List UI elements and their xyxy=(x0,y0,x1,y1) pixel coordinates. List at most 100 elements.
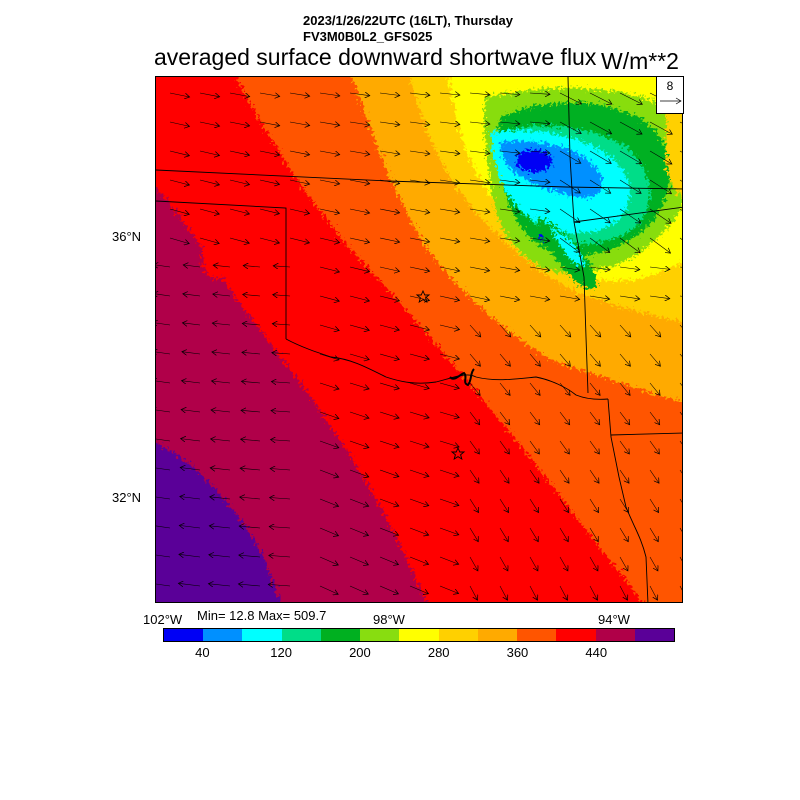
wind-vector xyxy=(649,556,658,571)
wind-vector xyxy=(319,237,340,243)
lon-label-98w: 98°W xyxy=(373,612,405,627)
wind-vector xyxy=(379,237,400,242)
wind-vector xyxy=(559,585,568,600)
wind-vector xyxy=(499,498,509,513)
wind-vector xyxy=(210,497,231,499)
wind-vector xyxy=(409,266,430,271)
wind-vector xyxy=(242,323,261,325)
colorbar-swatch xyxy=(281,629,321,641)
wind-vector xyxy=(379,382,399,389)
wind-vector xyxy=(499,469,509,483)
wind-vector xyxy=(259,121,280,126)
wind-vector xyxy=(409,208,430,213)
wind-vector xyxy=(349,411,369,418)
wind-vector xyxy=(649,267,670,269)
wind-vector xyxy=(349,382,369,389)
wind-vector xyxy=(379,208,400,213)
wind-vector xyxy=(212,352,231,354)
wind-vector xyxy=(619,324,631,337)
wind-vector xyxy=(241,439,261,441)
shortwave-flux-field xyxy=(156,77,682,602)
flux-band-440-480 xyxy=(156,188,426,602)
wind-vector xyxy=(156,496,171,500)
wind-vector xyxy=(182,381,201,383)
wind-vector xyxy=(349,527,369,536)
border-arkansas-louisiana xyxy=(610,432,682,436)
wind-vector xyxy=(349,208,370,213)
wind-vector xyxy=(156,380,171,383)
border-missouri-arkansas-west xyxy=(567,77,589,394)
wind-vector xyxy=(649,324,661,337)
wind-vector xyxy=(619,92,642,104)
wind-vector xyxy=(469,295,490,300)
wind-vector xyxy=(439,585,459,594)
wind-vector xyxy=(269,527,291,529)
wind-vector xyxy=(271,411,291,412)
wind-vector xyxy=(589,267,610,270)
wind-vector xyxy=(349,122,370,125)
wind-vector xyxy=(289,179,310,184)
wind-vector xyxy=(619,382,630,395)
wind-vector xyxy=(349,179,370,184)
wind-vector xyxy=(349,266,370,272)
vector-reference-value: 8 xyxy=(666,79,674,93)
wind-vector xyxy=(529,353,540,366)
wind-vector xyxy=(499,238,520,241)
wind-vector xyxy=(349,469,369,477)
wind-vector xyxy=(679,527,682,532)
wind-vector xyxy=(469,209,490,212)
wind-vector xyxy=(379,93,400,96)
wind-vector xyxy=(199,237,219,243)
wind-vector xyxy=(469,238,490,241)
wind-vector xyxy=(169,179,189,185)
wind-vector xyxy=(409,93,430,95)
wind-vector xyxy=(156,583,171,587)
wind-vector xyxy=(180,497,201,500)
wind-vector xyxy=(589,150,611,164)
wind-vector xyxy=(319,122,340,125)
wind-vector xyxy=(649,411,660,425)
wind-vector xyxy=(649,121,672,134)
wind-vector xyxy=(289,122,310,126)
wind-vector xyxy=(559,324,571,337)
wind-vector xyxy=(619,237,640,253)
wind-vector xyxy=(619,353,630,366)
wind-vector xyxy=(679,469,682,474)
wind-vector xyxy=(156,409,171,412)
map-title: averaged surface downward shortwave flux xyxy=(154,44,597,70)
wind-vector xyxy=(439,237,460,242)
wind-vector xyxy=(273,295,291,296)
wind-vector xyxy=(156,554,171,558)
colorbar-tick-label: 120 xyxy=(270,645,292,660)
wind-vector xyxy=(469,469,479,483)
wind-vector xyxy=(271,382,291,383)
wind-vector xyxy=(199,208,219,214)
wind-vector xyxy=(199,150,220,156)
wind-vector xyxy=(559,382,570,395)
wind-vector xyxy=(409,122,430,125)
colorbar xyxy=(163,628,675,642)
wind-vector xyxy=(439,469,459,476)
wind-vector xyxy=(439,122,460,124)
wind-vector xyxy=(229,179,250,185)
wind-vector xyxy=(589,121,612,134)
wind-vector xyxy=(469,498,479,513)
wind-vector xyxy=(529,498,539,513)
lon-label-94w: 94°W xyxy=(598,612,630,627)
wind-vector xyxy=(469,527,478,542)
wind-vector xyxy=(319,585,338,594)
wind-vector xyxy=(169,237,189,244)
wind-vector xyxy=(349,585,368,594)
wind-vector xyxy=(499,527,508,542)
wind-vector xyxy=(499,209,520,212)
wind-vector xyxy=(209,526,231,528)
wind-vector xyxy=(409,151,430,154)
wind-vector xyxy=(679,353,682,357)
wind-vector xyxy=(679,498,682,503)
wind-vector xyxy=(183,294,201,296)
wind-vector xyxy=(589,411,600,425)
wind-vector xyxy=(229,92,250,97)
wind-vector xyxy=(379,556,399,565)
wind-vector xyxy=(156,351,171,354)
wind-vector xyxy=(529,238,550,241)
